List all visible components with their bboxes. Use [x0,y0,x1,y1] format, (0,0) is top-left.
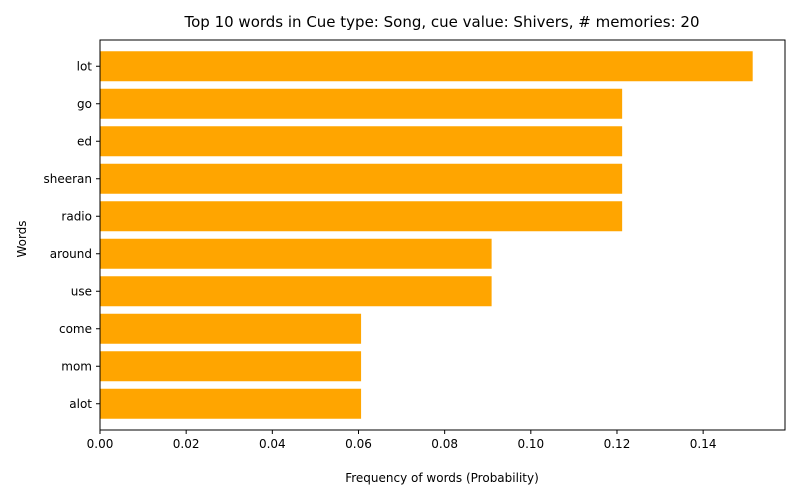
y-axis-label: Words [15,220,29,257]
y-tick-label: sheeran [43,172,92,186]
bar-go [100,88,623,119]
y-tick-label: come [59,322,92,336]
y-tick-label: use [71,284,92,298]
x-tick-label: 0.00 [87,437,114,451]
y-tick-label: around [50,247,92,261]
x-tick-label: 0.12 [604,437,631,451]
bar-around [100,238,492,269]
x-tick-label: 0.08 [431,437,458,451]
y-tick-label: mom [61,359,92,373]
x-tick-label: 0.10 [517,437,544,451]
x-tick-label: 0.06 [345,437,372,451]
y-tick-label: lot [77,59,93,73]
x-tick-label: 0.04 [259,437,286,451]
bar-mom [100,351,362,382]
x-axis-label: Frequency of words (Probability) [345,471,539,485]
x-tick-label: 0.14 [690,437,717,451]
bar-lot [100,51,753,82]
bar-use [100,276,492,307]
bars-group [100,51,753,419]
y-tick-label: alot [69,397,92,411]
x-tick-label: 0.02 [173,437,200,451]
bar-alot [100,388,362,419]
plot-frame [99,39,786,431]
y-axis-ticks: lot go ed sheeran radio around use come mom alot [43,59,100,411]
bar-come [100,313,362,344]
chart-title: Top 10 words in Cue type: Song, cue valu… [183,13,699,31]
bar-ed [100,126,623,157]
y-tick-label: go [77,97,92,111]
bar-radio [100,201,623,232]
y-tick-label: radio [61,209,92,223]
x-axis-ticks: 0.00 0.02 0.04 0.06 0.08 0.10 0.12 0.14 [87,430,717,451]
y-tick-label: ed [77,134,92,148]
bar-sheeran [100,163,623,194]
